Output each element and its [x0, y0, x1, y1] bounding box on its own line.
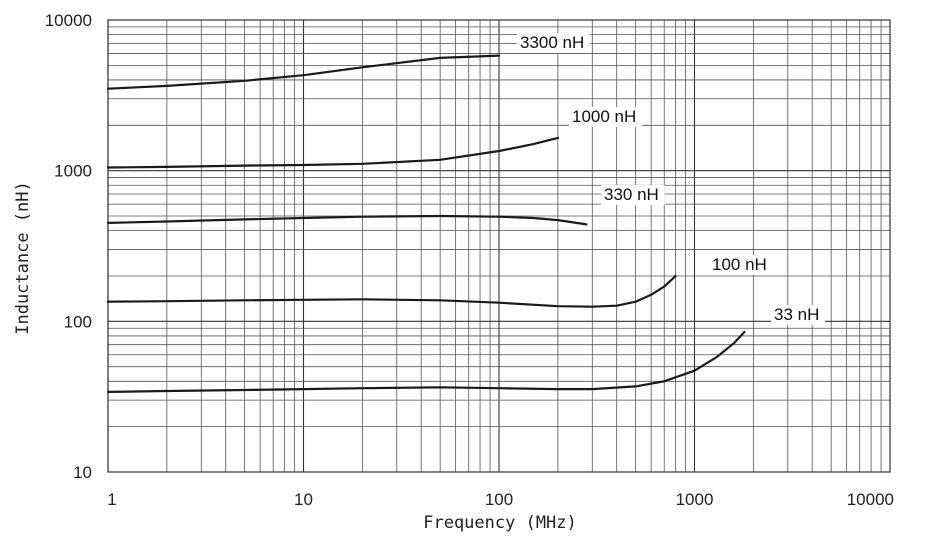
y-axis-title: Inductance (nH) — [13, 181, 33, 335]
plot-frame — [107, 19, 891, 473]
x-axis-title: Frequency (MHz) — [423, 513, 577, 533]
series-label: 100 nH — [712, 255, 767, 274]
series-line — [106, 330, 746, 393]
series-label-bg — [771, 305, 825, 325]
series-line — [106, 214, 588, 226]
y-tick-label: 1000 — [54, 162, 92, 181]
series-label-bg — [569, 107, 643, 127]
y-tick-label: 10000 — [45, 11, 92, 30]
series-label: 33 nH — [774, 305, 819, 324]
series-labels: 3300 nH 1000 nH 330 nH 100 nH 33 nH — [517, 33, 825, 325]
series-label: 1000 nH — [572, 107, 636, 126]
series-label-bg — [517, 33, 591, 53]
x-tick-label: 10 — [294, 490, 313, 509]
y-tick-label: 100 — [64, 312, 92, 331]
x-tick-label: 100 — [485, 490, 513, 509]
grid — [107, 20, 890, 473]
series-label: 3300 nH — [520, 33, 584, 52]
y-tick-label: 10 — [73, 463, 92, 482]
series-label-bg — [601, 185, 665, 205]
series-label-bg — [709, 255, 773, 275]
series-label: 330 nH — [604, 185, 659, 204]
series-lines — [106, 54, 746, 393]
x-tick-label: 1 — [107, 490, 116, 509]
x-tick-label: 10000 — [847, 490, 894, 509]
series-line — [106, 54, 501, 90]
x-tick-label: 1000 — [676, 490, 714, 509]
series-line — [106, 274, 677, 308]
series-line — [106, 136, 560, 169]
tick-labels: 1 10 100 1000 10000 10 100 1000 10000 — [45, 11, 894, 509]
